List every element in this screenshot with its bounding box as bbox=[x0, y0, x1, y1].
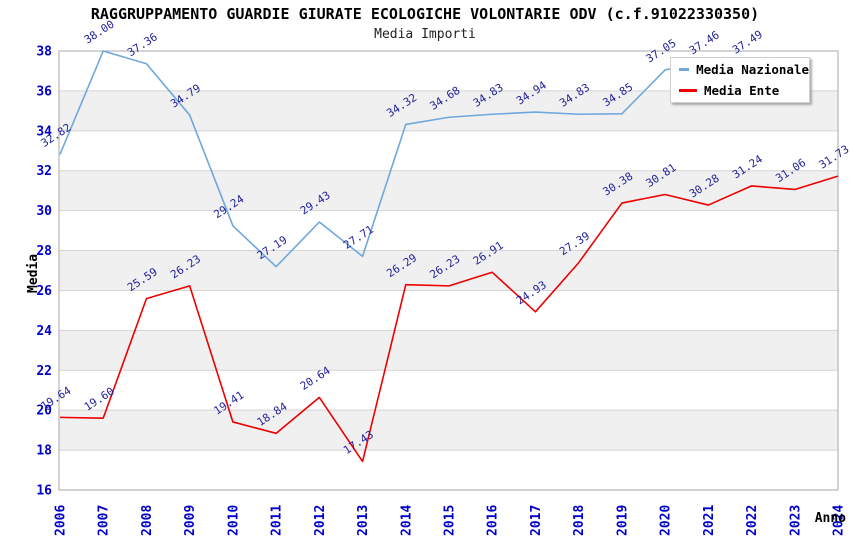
svg-text:2017: 2017 bbox=[529, 505, 544, 536]
svg-text:2021: 2021 bbox=[702, 505, 717, 536]
chart-title: RAGGRUPPAMENTO GUARDIE GIURATE ECOLOGICH… bbox=[90, 5, 760, 23]
svg-text:16: 16 bbox=[36, 484, 52, 499]
svg-text:34: 34 bbox=[36, 124, 52, 139]
svg-text:2009: 2009 bbox=[183, 505, 198, 536]
svg-text:2012: 2012 bbox=[313, 505, 328, 536]
line-swatch-icon bbox=[679, 89, 697, 92]
svg-text:2018: 2018 bbox=[572, 505, 587, 536]
svg-text:2013: 2013 bbox=[356, 505, 371, 536]
svg-text:20: 20 bbox=[36, 404, 52, 419]
x-axis-title: Anno bbox=[814, 511, 846, 526]
svg-text:2008: 2008 bbox=[140, 505, 155, 536]
svg-text:2022: 2022 bbox=[745, 505, 760, 536]
svg-text:2006: 2006 bbox=[54, 505, 69, 536]
svg-text:30: 30 bbox=[36, 204, 52, 219]
svg-text:24: 24 bbox=[36, 324, 52, 339]
y-axis-title: Media bbox=[26, 253, 41, 293]
svg-text:2023: 2023 bbox=[788, 505, 803, 536]
line-swatch-icon bbox=[679, 68, 690, 71]
svg-text:36: 36 bbox=[36, 84, 52, 99]
legend-label: Media Nazionale bbox=[696, 62, 809, 77]
legend-item-media-ente: Media Ente bbox=[679, 83, 809, 98]
svg-text:2015: 2015 bbox=[443, 505, 458, 536]
svg-text:22: 22 bbox=[36, 364, 52, 379]
legend: Media Nazionale Media Ente bbox=[670, 57, 810, 103]
svg-text:2020: 2020 bbox=[659, 505, 674, 536]
legend-item-media-nazionale: Media Nazionale bbox=[679, 62, 809, 77]
svg-text:18: 18 bbox=[36, 444, 52, 459]
svg-text:2007: 2007 bbox=[97, 505, 112, 536]
svg-text:2011: 2011 bbox=[270, 505, 285, 536]
svg-text:2024: 2024 bbox=[832, 505, 847, 536]
svg-text:2010: 2010 bbox=[226, 505, 241, 536]
svg-text:2014: 2014 bbox=[399, 505, 414, 536]
chart-subtitle: Media Importi bbox=[374, 27, 476, 42]
svg-text:2016: 2016 bbox=[486, 505, 501, 536]
legend-label: Media Ente bbox=[704, 83, 780, 98]
svg-text:28: 28 bbox=[36, 244, 52, 259]
svg-text:38: 38 bbox=[36, 45, 52, 60]
svg-text:26: 26 bbox=[36, 284, 52, 299]
svg-text:32: 32 bbox=[36, 164, 52, 179]
svg-text:2019: 2019 bbox=[615, 505, 630, 536]
